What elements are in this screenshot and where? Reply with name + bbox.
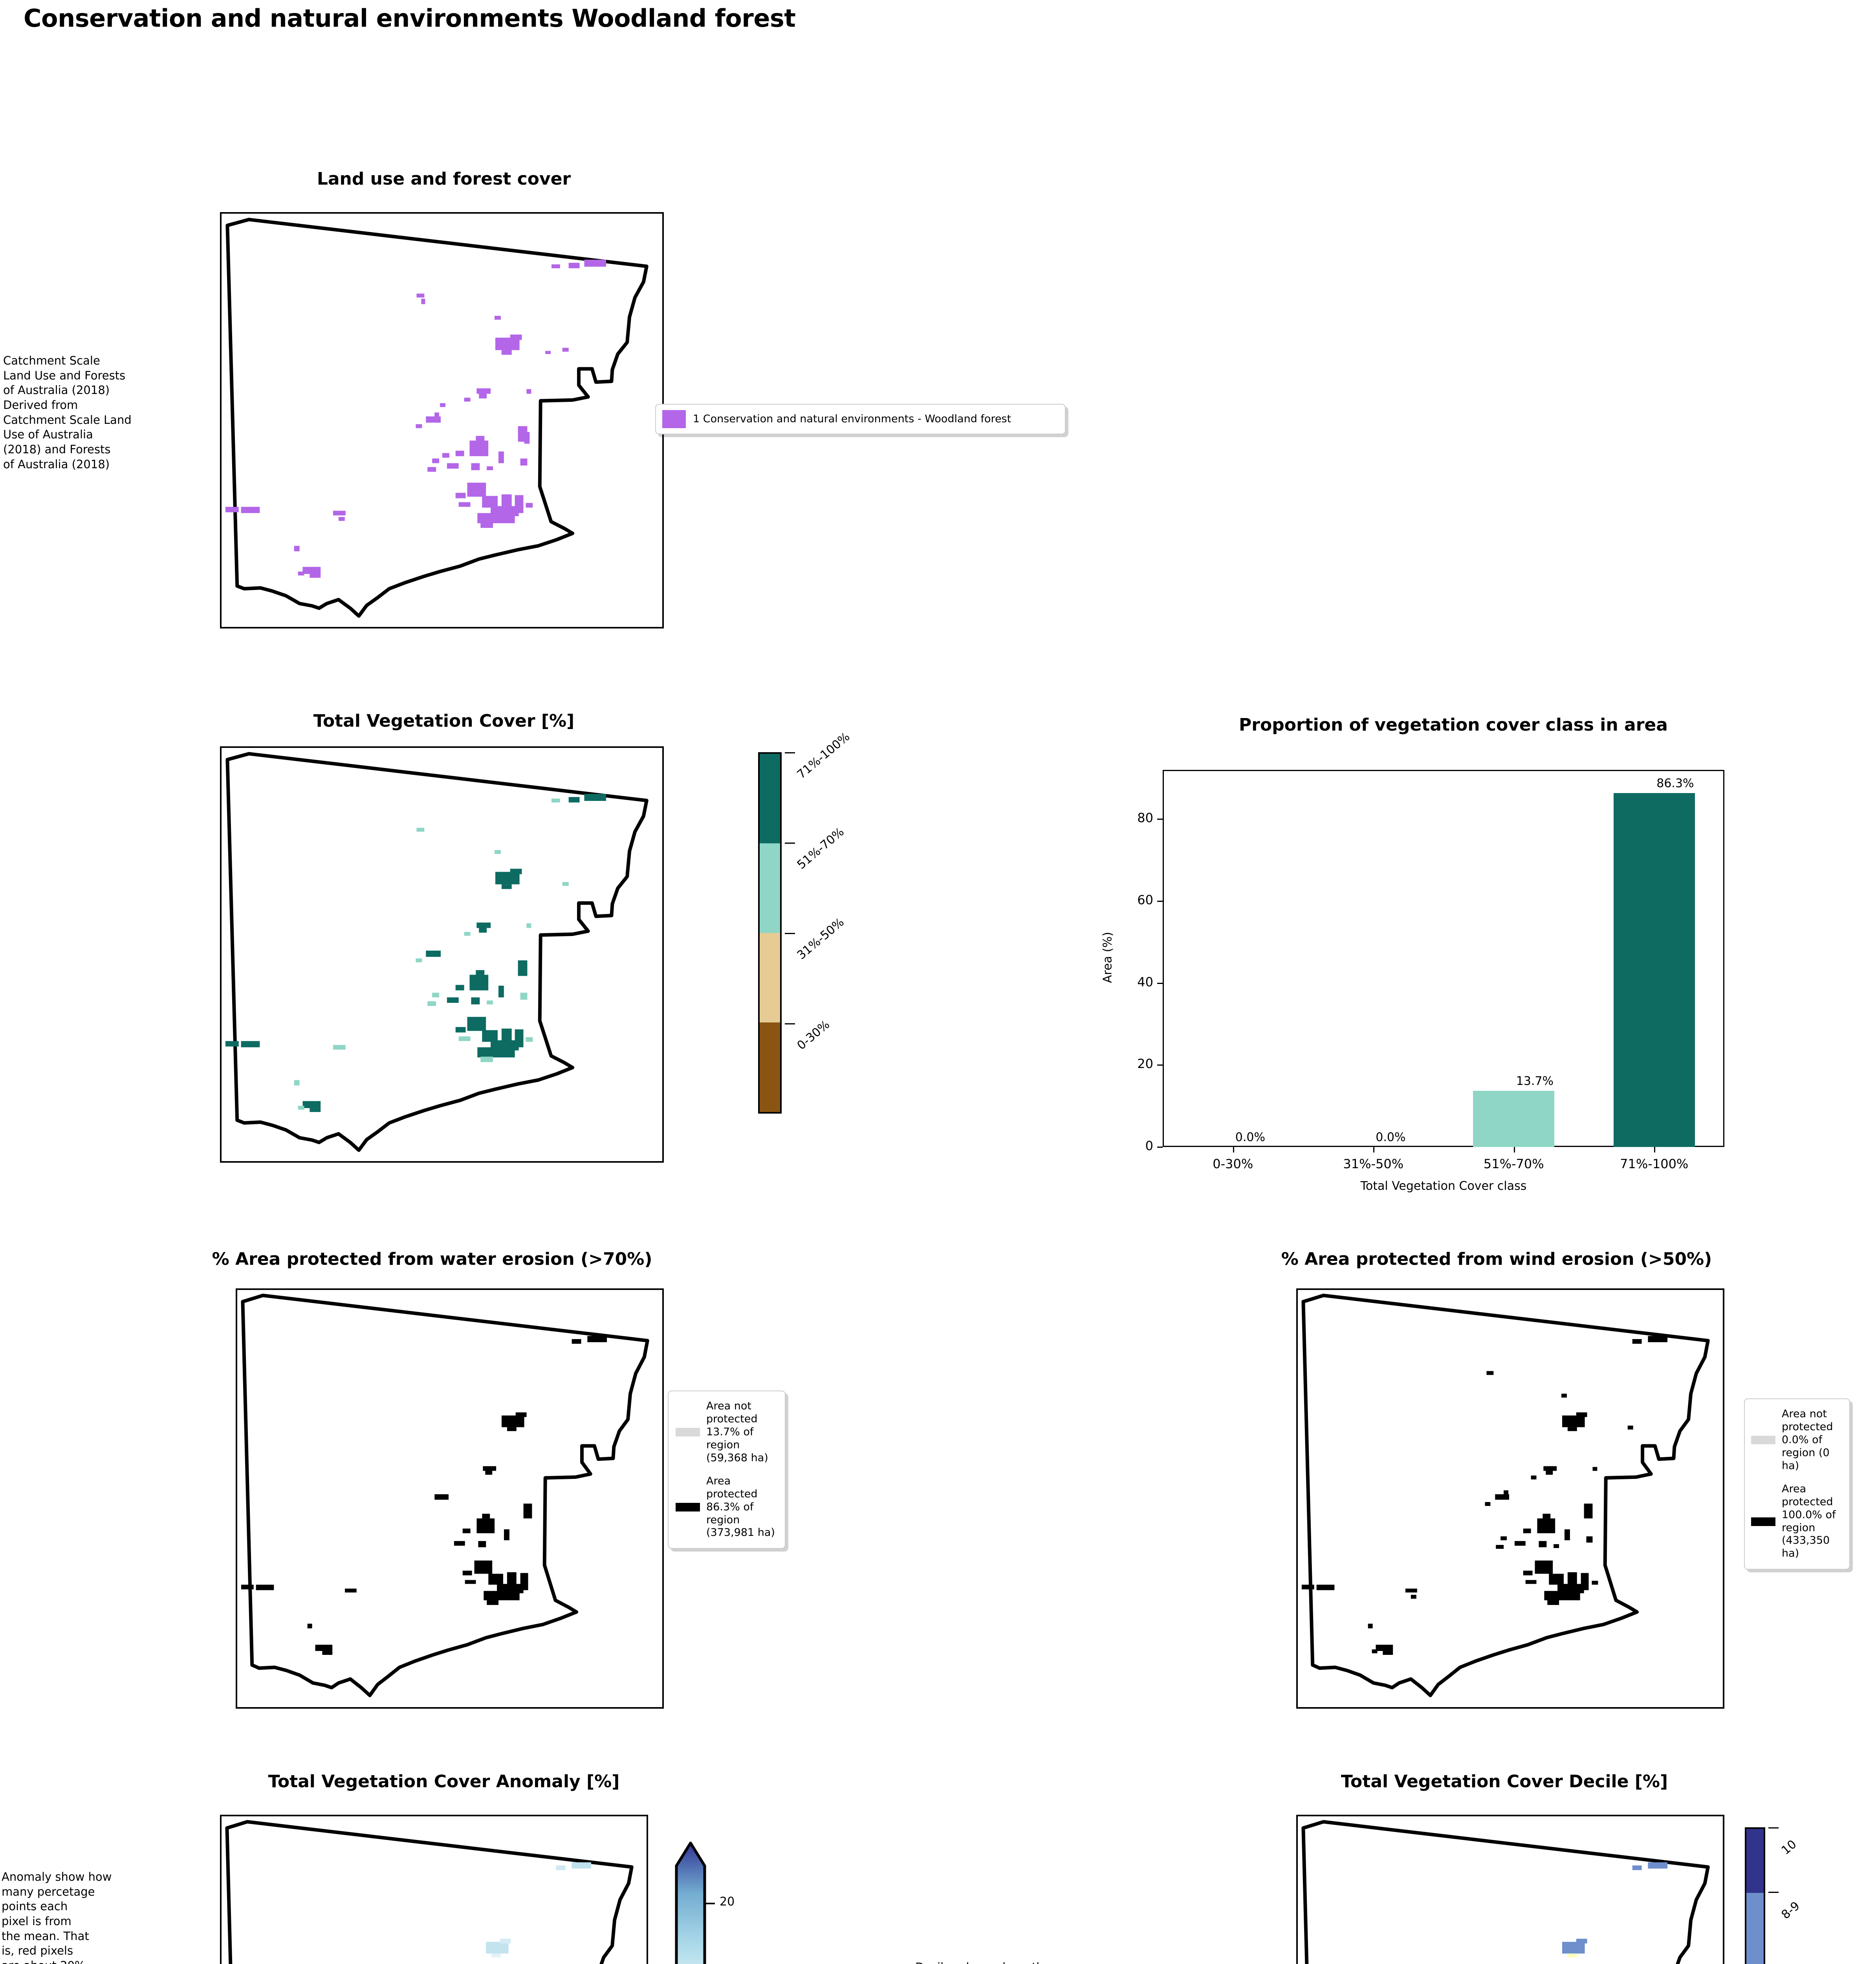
colorbar-segment-tvc-3 <box>760 754 780 843</box>
legend-wind-erosion-items: Area not protected 0.0% of region (0 ha)… <box>1751 1408 1841 1560</box>
bar-chart-proportion-veg-cover[interactable]: 0 20 40 60 80 0.0% 0-30% 0.0% 31%-50% 13.7% 51%-70… <box>1101 746 1799 1218</box>
map-wind-erosion[interactable] <box>1296 1288 1724 1709</box>
panel-title-water-erosion: % Area protected from water erosion (>70… <box>212 1249 652 1269</box>
colorbar-tick-tvc-2 <box>785 843 795 844</box>
colorbar-decile: 12-34-78-910 <box>1728 1815 1846 1964</box>
chart-title-proportion: Proportion of vegetation cover class in … <box>1239 715 1668 735</box>
map-water-erosion[interactable] <box>236 1288 664 1709</box>
colorbar-total-veg-cover: 0-30% 31%-50% 51%-70% 71%-100% <box>738 730 880 1163</box>
legend-water-erosion[interactable]: Area not protected 13.7% of region (59,3… <box>668 1391 786 1549</box>
legend-swatch-protected-wind <box>1751 1517 1775 1526</box>
chart-ytick-label-20: 20 <box>1137 1056 1153 1072</box>
colorbar-anomaly-tick-20: 20 <box>720 1895 735 1909</box>
legend-swatch-woodland-forest <box>662 410 686 428</box>
chart-ytick-label-40: 40 <box>1137 974 1153 989</box>
chart-xaxis-title: Total Vegetation Cover class <box>1360 1179 1527 1193</box>
legend-label-woodland-forest: 1 Conservation and natural environments … <box>693 412 1011 425</box>
chart-xtick-label-0-30%: 0-30% <box>1213 1156 1253 1171</box>
chart-ytick-label-60: 60 <box>1137 892 1153 907</box>
panel-title-land-use: Land use and forest cover <box>317 169 571 189</box>
colorbar-label-decile-10: 10 <box>1779 1837 1799 1858</box>
map-vegetation-anomaly[interactable] <box>220 1815 648 1964</box>
legend-swatch-not-protected-water <box>676 1428 700 1437</box>
chart-ytick-mark-80 <box>1157 819 1163 820</box>
chart-ytick-label-0: 0 <box>1145 1138 1153 1153</box>
chart-ytick-mark-0 <box>1157 1147 1163 1148</box>
legend-land-use[interactable]: 1 Conservation and natural environments … <box>655 404 1066 434</box>
decile-explanation-note: Deciles show where the pixel value lies … <box>915 1960 1119 1964</box>
legend-item-area-not-protected-wind: Area not protected 0.0% of region (0 ha) <box>1751 1408 1841 1473</box>
colorbar-tick-decile-4 <box>1768 1827 1779 1828</box>
colorbar-label-tvc-71%-100%: 71%-100% <box>794 730 853 782</box>
page-title: Conservation and natural environments Wo… <box>24 4 796 33</box>
legend-label-not-protected-water: Area not protected 13.7% of region (59,3… <box>706 1400 768 1464</box>
colorbar-segment-decile-8-9 <box>1746 1893 1764 1964</box>
chart-ytick-mark-60 <box>1157 900 1163 902</box>
chart-ytick-mark-20 <box>1157 1064 1163 1066</box>
map-wind-erosion-svg <box>1301 1293 1710 1697</box>
colorbar-label-tvc-31%-50%: 31%-50% <box>794 915 847 962</box>
map-water-erosion-svg <box>241 1293 649 1697</box>
colorbar-label-tvc-0-30%: 0-30% <box>794 1018 833 1053</box>
colorbar-tick-decile-3 <box>1768 1891 1779 1893</box>
colorbar-tick-tvc-0 <box>785 1023 795 1024</box>
legend-item-area-not-protected-water: Area not protected 13.7% of region (59,3… <box>676 1400 775 1465</box>
chart-bar-value-51%-70%: 13.7% <box>1516 1074 1554 1088</box>
chart-xtick-label-71%-100%: 71%-100% <box>1620 1156 1689 1171</box>
chart-xtick-mark-71%-100% <box>1654 1147 1656 1152</box>
chart-bar-value-71%-100%: 86.3% <box>1656 777 1694 791</box>
chart-bar-value-31%-50%: 0.0% <box>1376 1130 1406 1144</box>
colorbar-tick-tvc-3 <box>785 752 795 753</box>
map-vegetation-decile[interactable] <box>1296 1815 1724 1964</box>
chart-bar-value-0-30%: 0.0% <box>1235 1130 1265 1144</box>
panel-title-wind-erosion: % Area protected from wind erosion (>50%… <box>1281 1249 1712 1269</box>
land-use-source-note: Catchment Scale Land Use and Forests of … <box>3 354 132 471</box>
legend-label-protected-wind: Area protected 100.0% of region (433,350… <box>1782 1482 1836 1560</box>
legend-label-protected-water: Area protected 86.3% of region (373,981 … <box>706 1475 775 1539</box>
chart-yaxis-title: Area (%) <box>1101 932 1115 983</box>
legend-label-not-protected-wind: Area not protected 0.0% of region (0 ha) <box>1782 1408 1833 1472</box>
colorbar-segment-decile-10 <box>1746 1829 1764 1893</box>
chart-xtick-label-31%-50%: 31%-50% <box>1343 1156 1404 1171</box>
chart-xtick-label-51%-70%: 51%-70% <box>1483 1156 1544 1171</box>
colorbar-label-decile-8-9: 8-9 <box>1779 1899 1803 1922</box>
chart-ytick-label-80: 80 <box>1137 810 1153 826</box>
map-total-veg-cover-svg <box>225 752 649 1152</box>
legend-swatch-protected-water <box>676 1503 700 1512</box>
panel-title-anomaly: Total Vegetation Cover Anomaly [%] <box>268 1772 620 1792</box>
legend-item-area-protected-water: Area protected 86.3% of region (373,981 … <box>676 1475 775 1540</box>
legend-water-erosion-items: Area not protected 13.7% of region (59,3… <box>676 1400 775 1539</box>
chart-xtick-mark-51%-70% <box>1513 1147 1515 1152</box>
colorbar-segment-tvc-2 <box>760 843 780 933</box>
chart-xtick-mark-31%-50% <box>1373 1147 1375 1152</box>
legend-item-area-protected-wind: Area protected 100.0% of region (433,350… <box>1751 1483 1841 1561</box>
colorbar-label-tvc-51%-70%: 51%-70% <box>794 825 847 872</box>
map-anomaly-svg <box>225 1820 634 1964</box>
legend-swatch-not-protected-wind <box>1751 1436 1775 1445</box>
chart-xtick-mark-0-30% <box>1233 1147 1234 1152</box>
colorbar-segment-tvc-0 <box>760 1022 780 1112</box>
chart-ytick-mark-40 <box>1157 982 1163 984</box>
colorbar-anomaly: 20 10 0 −10 −20 <box>660 1815 758 1964</box>
map-decile-svg <box>1301 1820 1710 1964</box>
colorbar-tick-tvc-1 <box>785 933 795 934</box>
colorbar-anomaly-svg <box>675 1841 715 1964</box>
map-total-vegetation-cover[interactable] <box>220 746 664 1163</box>
anomaly-explanation-note: Anomaly show how many percetage points e… <box>2 1870 112 1964</box>
panel-title-total-veg-cover: Total Vegetation Cover [%] <box>313 711 575 731</box>
legend-wind-erosion[interactable]: Area not protected 0.0% of region (0 ha)… <box>1744 1398 1850 1570</box>
map-land-use-forest-cover[interactable] <box>220 212 664 628</box>
panel-title-decile: Total Vegetation Cover Decile [%] <box>1341 1772 1668 1792</box>
chart-bar-71%-100%[interactable] <box>1613 793 1695 1147</box>
map-land-use-svg <box>225 218 649 618</box>
chart-bar-51%-70%[interactable] <box>1473 1091 1555 1147</box>
colorbar-segment-tvc-1 <box>760 933 780 1022</box>
